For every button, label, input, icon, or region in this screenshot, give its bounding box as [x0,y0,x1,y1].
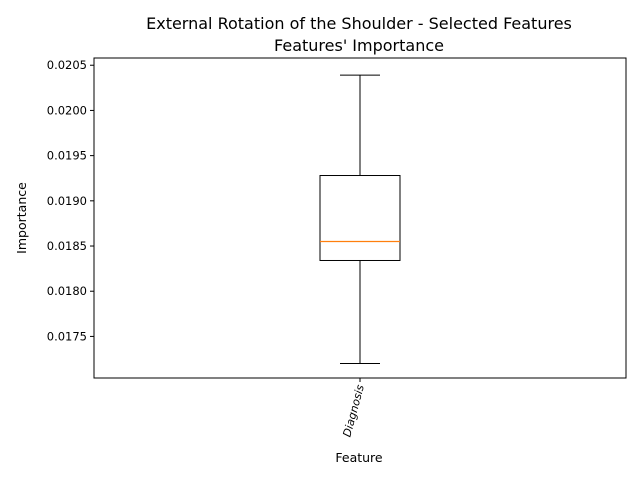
x-axis-label: Feature [335,450,383,465]
y-tick-label: 0.0180 [47,284,87,298]
y-tick-label: 0.0185 [47,239,87,253]
y-axis: 0.0175 0.0180 0.0185 0.0190 0.0195 0.0200 0.02… [47,58,94,343]
y-tick-label: 0.0195 [47,149,87,163]
y-axis-label: Importance [14,182,29,254]
y-tick-label: 0.0175 [47,329,87,343]
y-tick-label: 0.0190 [47,194,87,208]
plot-frame [93,57,627,379]
box-iqr [319,175,401,261]
chart-title-line-1: External Rotation of the Shoulder - Sele… [146,14,572,33]
chart-title-line-2: Features' Importance [274,36,444,55]
box-plot-group [319,74,401,365]
y-tick-label: 0.0205 [47,58,87,72]
y-tick-label: 0.0200 [47,103,87,117]
